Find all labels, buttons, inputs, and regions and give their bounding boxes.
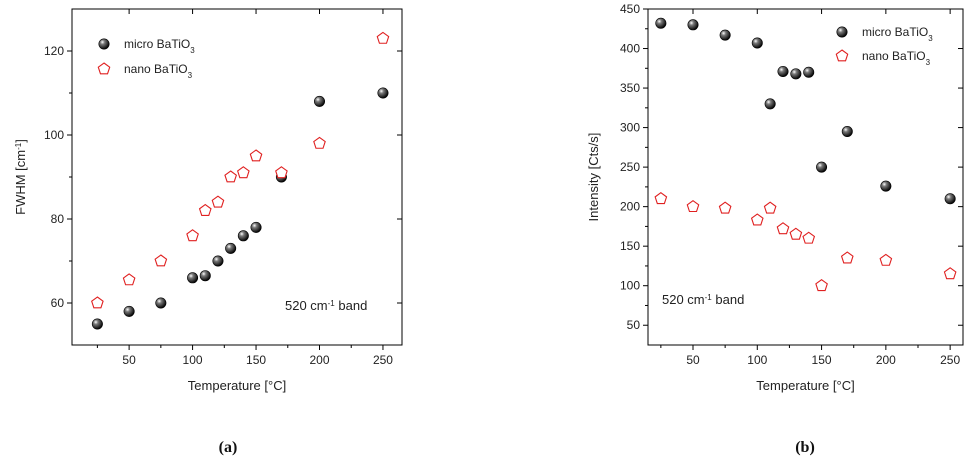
- y-axis-label: FWHM [cm-1]: [13, 139, 28, 215]
- nano-data-point: [122, 273, 136, 286]
- legend-marker: [836, 26, 848, 38]
- nano-data-point: [654, 192, 668, 205]
- nano-data-point: [198, 203, 212, 216]
- y-tick-label: 100: [44, 128, 64, 142]
- x-tick-label: 250: [940, 353, 960, 367]
- x-tick-label: 150: [812, 353, 832, 367]
- nano-data-point: [763, 201, 777, 214]
- x-tick-label: 100: [183, 353, 203, 367]
- micro-data-point: [313, 95, 325, 107]
- y-tick-label: 300: [620, 121, 640, 135]
- y-tick-label: 450: [620, 2, 640, 16]
- nano-data-point: [718, 201, 732, 214]
- y-tick-label: 80: [51, 212, 65, 226]
- y-axis-label: Intensity [Cts/s]: [586, 133, 601, 222]
- legend-marker: [98, 38, 110, 50]
- x-tick-label: 200: [876, 353, 896, 367]
- nano-data-point: [815, 279, 828, 292]
- nano-data-point: [224, 170, 238, 183]
- micro-data-point: [123, 305, 135, 317]
- x-tick-label: 150: [246, 353, 266, 367]
- micro-data-point: [377, 87, 389, 99]
- nano-data-point: [840, 251, 854, 264]
- legend-entry: micro BaTiO3: [124, 37, 195, 55]
- nano-data-point: [249, 149, 263, 162]
- y-tick-label: 50: [627, 318, 641, 332]
- y-tick-label: 100: [620, 279, 640, 293]
- micro-data-point: [944, 193, 956, 205]
- micro-data-point: [199, 270, 211, 282]
- y-tick-label: 120: [44, 44, 64, 58]
- y-tick-label: 150: [620, 239, 640, 253]
- legend-marker: [835, 49, 849, 62]
- nano-data-point: [275, 166, 288, 179]
- micro-data-point: [719, 29, 731, 41]
- micro-data-point: [237, 230, 249, 242]
- y-tick-label: 400: [620, 42, 640, 56]
- band-annotation: 520 cm-1 band: [662, 292, 744, 307]
- micro-data-point: [777, 65, 789, 77]
- legend-entry: nano BaTiO3: [862, 49, 931, 67]
- plot-frame: [647, 8, 964, 346]
- plot-a: 50 100 150 200 250 60 80 100 120 Temperature [°C]…: [13, 8, 403, 456]
- nano-data-point: [789, 227, 803, 240]
- nano-data-point: [943, 267, 957, 280]
- plot-frame: [71, 8, 403, 346]
- y-tick-label: 250: [620, 160, 640, 174]
- micro-data-point: [816, 161, 828, 173]
- y-tick-label: 60: [51, 296, 65, 310]
- plot-b: 50 100 150 200 250 50 100 150 200 250 300 350 400 450…: [586, 2, 964, 456]
- x-axis-label: Temperature [°C]: [188, 378, 286, 393]
- legend-entry: micro BaTiO3: [862, 25, 933, 43]
- nano-data-point: [186, 229, 199, 242]
- micro-data-point: [764, 98, 776, 110]
- x-axis-label: Temperature [°C]: [756, 378, 854, 393]
- micro-data-point: [212, 255, 224, 267]
- micro-data-point: [841, 126, 853, 138]
- nano-data-point: [776, 222, 790, 235]
- legend-marker: [97, 62, 111, 75]
- nano-data-point: [211, 195, 225, 208]
- nano-data-point: [750, 213, 764, 226]
- x-tick-label: 100: [747, 353, 767, 367]
- micro-data-point: [880, 180, 892, 192]
- panel-label: (a): [219, 439, 238, 456]
- nano-data-point: [802, 231, 816, 244]
- x-tick-label: 200: [309, 353, 329, 367]
- x-tick-label: 50: [122, 353, 136, 367]
- panel-label: (b): [795, 439, 815, 456]
- nano-data-point: [313, 136, 326, 149]
- nano-data-point: [236, 166, 250, 179]
- micro-data-point: [225, 242, 237, 254]
- micro-data-point: [687, 19, 699, 31]
- micro-data-point: [91, 318, 103, 330]
- micro-data-point: [751, 37, 763, 49]
- micro-data-point: [155, 297, 167, 309]
- band-annotation: 520 cm-1 band: [285, 298, 367, 313]
- nano-data-point: [91, 296, 104, 309]
- micro-data-point: [250, 221, 262, 233]
- legend-entry: nano BaTiO3: [124, 62, 193, 80]
- nano-data-point: [879, 253, 893, 266]
- micro-data-point: [187, 272, 199, 284]
- micro-data-point: [790, 68, 802, 80]
- nano-data-point: [376, 31, 390, 44]
- y-tick-label: 350: [620, 81, 640, 95]
- y-tick-label: 200: [620, 200, 640, 214]
- micro-data-point: [803, 66, 815, 78]
- x-tick-label: 250: [373, 353, 393, 367]
- micro-data-point: [655, 17, 667, 29]
- nano-data-point: [154, 254, 168, 267]
- nano-data-point: [686, 199, 700, 213]
- x-tick-label: 50: [686, 353, 700, 367]
